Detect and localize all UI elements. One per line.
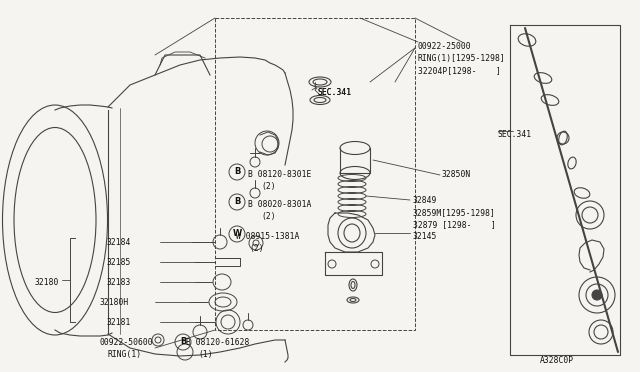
Text: 32849: 32849: [413, 196, 437, 205]
Text: B 08020-8301A: B 08020-8301A: [248, 200, 312, 209]
Text: (2): (2): [261, 212, 276, 221]
Text: SEC.341: SEC.341: [318, 88, 352, 97]
Text: B 08120-8301E: B 08120-8301E: [248, 170, 312, 179]
Text: (1): (1): [198, 350, 212, 359]
Text: B 08120-61628: B 08120-61628: [186, 338, 250, 347]
Text: 32184: 32184: [107, 238, 131, 247]
Text: 32180: 32180: [35, 278, 60, 287]
Text: A328C0P: A328C0P: [540, 356, 574, 365]
Text: 32204P[1298-    ]: 32204P[1298- ]: [418, 66, 501, 75]
Text: RING(1)[1295-1298]: RING(1)[1295-1298]: [418, 54, 506, 63]
Text: 32183: 32183: [107, 278, 131, 287]
Text: 32180H: 32180H: [100, 298, 129, 307]
Text: 32879 [1298-    ]: 32879 [1298- ]: [413, 220, 496, 229]
Text: (2): (2): [261, 182, 276, 191]
Text: W 08915-1381A: W 08915-1381A: [236, 232, 300, 241]
Text: SEC.341: SEC.341: [497, 130, 531, 139]
Text: (2): (2): [249, 244, 264, 253]
Text: 32185: 32185: [107, 258, 131, 267]
Text: B: B: [234, 198, 240, 206]
Text: B: B: [234, 167, 240, 176]
Text: B: B: [180, 337, 186, 346]
Text: 32181: 32181: [107, 318, 131, 327]
Text: RING(1): RING(1): [108, 350, 142, 359]
Text: 32145: 32145: [413, 232, 437, 241]
Text: 00922-25000: 00922-25000: [418, 42, 472, 51]
Text: W: W: [232, 230, 242, 238]
Text: SEC.341: SEC.341: [318, 88, 352, 97]
Text: 32859M[1295-1298]: 32859M[1295-1298]: [413, 208, 496, 217]
Circle shape: [592, 290, 602, 300]
Text: 00922-50600: 00922-50600: [100, 338, 154, 347]
Text: 32850N: 32850N: [442, 170, 471, 179]
